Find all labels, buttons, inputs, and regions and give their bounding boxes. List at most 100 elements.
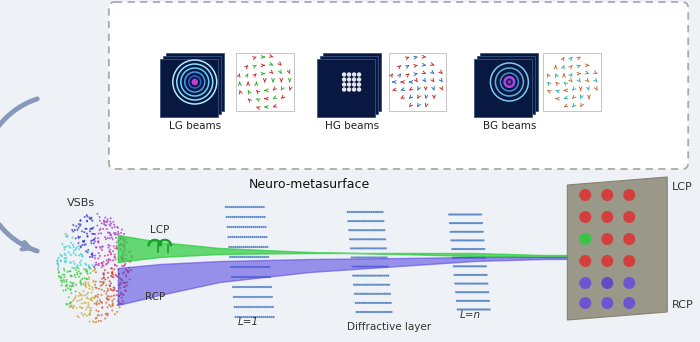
Circle shape: [270, 286, 272, 288]
Circle shape: [111, 300, 113, 302]
Circle shape: [78, 295, 80, 297]
Circle shape: [352, 229, 354, 231]
Circle shape: [466, 274, 468, 276]
Circle shape: [358, 256, 360, 259]
Circle shape: [70, 289, 71, 291]
Circle shape: [88, 276, 90, 278]
Circle shape: [122, 273, 124, 275]
Circle shape: [256, 286, 258, 288]
Circle shape: [384, 302, 386, 304]
Circle shape: [374, 238, 377, 240]
Circle shape: [78, 316, 80, 318]
Circle shape: [258, 316, 260, 318]
Circle shape: [128, 260, 130, 262]
Circle shape: [65, 303, 67, 305]
Circle shape: [80, 260, 83, 262]
Circle shape: [458, 256, 461, 259]
Circle shape: [234, 306, 236, 308]
Circle shape: [379, 220, 381, 222]
Circle shape: [113, 245, 115, 247]
Circle shape: [114, 247, 116, 249]
Circle shape: [260, 296, 263, 298]
Circle shape: [242, 246, 244, 248]
Circle shape: [453, 248, 455, 250]
Circle shape: [72, 285, 74, 287]
Circle shape: [454, 282, 456, 285]
Circle shape: [265, 236, 267, 238]
Circle shape: [382, 275, 384, 277]
Circle shape: [382, 302, 384, 304]
Circle shape: [104, 224, 106, 226]
Circle shape: [470, 308, 473, 311]
Circle shape: [87, 298, 89, 300]
Circle shape: [454, 239, 456, 241]
Circle shape: [70, 242, 72, 244]
Circle shape: [246, 316, 248, 318]
Circle shape: [342, 72, 346, 77]
Circle shape: [104, 221, 106, 223]
Circle shape: [96, 287, 97, 289]
Circle shape: [64, 248, 66, 250]
Circle shape: [252, 286, 254, 288]
Circle shape: [98, 315, 100, 316]
Circle shape: [385, 311, 387, 313]
Circle shape: [461, 239, 463, 241]
Circle shape: [262, 286, 264, 288]
Circle shape: [260, 306, 262, 308]
Circle shape: [243, 316, 245, 318]
Circle shape: [121, 265, 123, 267]
Circle shape: [372, 284, 374, 286]
Circle shape: [471, 248, 474, 250]
Circle shape: [66, 279, 68, 281]
Circle shape: [106, 220, 108, 222]
Circle shape: [105, 293, 107, 295]
Text: LG beams: LG beams: [169, 121, 220, 131]
Circle shape: [113, 276, 115, 278]
Circle shape: [456, 248, 459, 250]
Circle shape: [352, 72, 356, 77]
Circle shape: [71, 284, 74, 286]
Circle shape: [98, 252, 99, 254]
Circle shape: [74, 229, 76, 231]
Circle shape: [481, 300, 483, 302]
Circle shape: [239, 276, 241, 278]
Circle shape: [97, 314, 99, 316]
Circle shape: [364, 284, 366, 286]
Circle shape: [478, 213, 481, 215]
Circle shape: [355, 302, 357, 304]
Circle shape: [230, 226, 232, 228]
Circle shape: [365, 256, 368, 259]
Circle shape: [106, 237, 108, 239]
Circle shape: [370, 311, 372, 313]
FancyBboxPatch shape: [109, 2, 688, 169]
Circle shape: [352, 87, 356, 92]
Circle shape: [99, 255, 101, 257]
Circle shape: [385, 247, 387, 249]
Circle shape: [106, 306, 108, 308]
Circle shape: [111, 227, 113, 229]
Circle shape: [69, 281, 71, 283]
Circle shape: [473, 265, 475, 267]
Circle shape: [102, 263, 104, 265]
Circle shape: [74, 276, 76, 278]
Circle shape: [477, 274, 480, 276]
Circle shape: [86, 233, 88, 235]
Circle shape: [379, 293, 382, 295]
FancyBboxPatch shape: [475, 59, 533, 117]
Circle shape: [64, 260, 66, 262]
Circle shape: [83, 290, 85, 292]
Circle shape: [63, 268, 65, 270]
Circle shape: [240, 286, 242, 288]
Circle shape: [79, 281, 81, 283]
Circle shape: [108, 251, 111, 253]
Circle shape: [272, 316, 274, 318]
Circle shape: [356, 229, 358, 231]
Circle shape: [118, 295, 120, 297]
Circle shape: [461, 265, 463, 267]
Circle shape: [85, 285, 87, 287]
Circle shape: [110, 217, 112, 219]
Circle shape: [88, 313, 90, 315]
Circle shape: [86, 315, 88, 317]
Circle shape: [365, 302, 368, 304]
Circle shape: [363, 293, 365, 295]
